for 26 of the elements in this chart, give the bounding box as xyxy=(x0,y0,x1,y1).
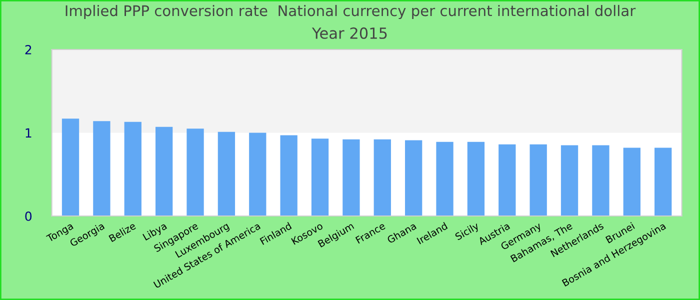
bar xyxy=(62,118,80,216)
chart-subtitle: Year 2015 xyxy=(312,27,387,39)
y-tick-label: 1 xyxy=(26,128,32,138)
y-tick-label: 0 xyxy=(25,211,32,221)
bar xyxy=(623,148,640,216)
bar xyxy=(654,148,672,216)
bar xyxy=(249,132,266,216)
bar xyxy=(280,135,298,216)
y-tick-label: 2 xyxy=(25,44,32,54)
bar xyxy=(436,142,454,216)
bar xyxy=(374,139,391,216)
bar xyxy=(218,132,236,216)
bar xyxy=(467,142,485,216)
bar xyxy=(186,128,204,216)
bar xyxy=(530,144,547,216)
bar xyxy=(156,126,173,216)
chart-title: Implied PPP conversion rate National currency per current international dollar xyxy=(66,4,636,20)
bar xyxy=(592,145,610,216)
bar xyxy=(342,139,360,216)
bar xyxy=(498,144,516,216)
bar xyxy=(124,122,142,216)
bar xyxy=(311,138,329,216)
bar xyxy=(93,121,110,216)
bar xyxy=(560,145,578,216)
bar xyxy=(405,140,422,216)
x-tick-label: Sicily xyxy=(454,222,480,242)
